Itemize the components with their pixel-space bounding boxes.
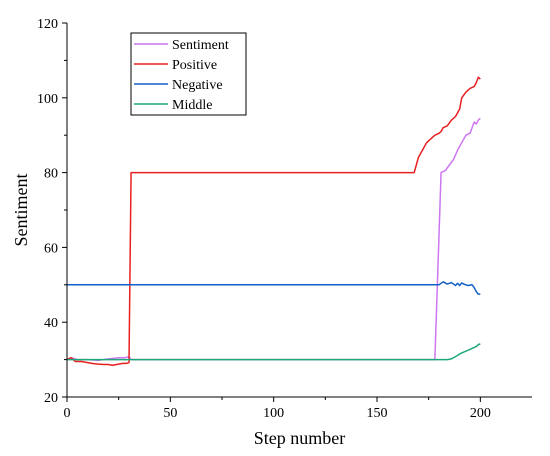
x-tick-label: 0 bbox=[64, 406, 71, 421]
plot-lines bbox=[66, 76, 481, 366]
y-tick-label: 100 bbox=[37, 92, 58, 107]
y-tick-label: 80 bbox=[44, 167, 58, 182]
x-tick-label: 150 bbox=[367, 406, 388, 421]
legend-label-negative: Negative bbox=[172, 78, 223, 93]
ticks: 0 50 100 150 200 20 40 60 80 100 120 bbox=[37, 17, 491, 421]
y-tick-label: 120 bbox=[37, 17, 58, 32]
legend-label-positive: Positive bbox=[172, 58, 217, 73]
x-tick-label: 100 bbox=[263, 406, 284, 421]
series-line-negative bbox=[67, 281, 481, 295]
y-tick-label: 40 bbox=[44, 316, 58, 331]
series-line-middle bbox=[67, 343, 481, 361]
x-axis-label: Step number bbox=[254, 428, 346, 448]
legend: Sentiment Positive Negative Middle bbox=[130, 32, 247, 116]
x-tick-label: 200 bbox=[470, 406, 491, 421]
y-axis-label: Sentiment bbox=[11, 174, 31, 247]
y-tick-label: 20 bbox=[44, 391, 58, 406]
legend-label-middle: Middle bbox=[172, 98, 212, 113]
series-line-positive bbox=[66, 76, 481, 366]
x-tick-label: 50 bbox=[163, 406, 177, 421]
y-tick-label: 60 bbox=[44, 241, 58, 256]
legend-box bbox=[130, 32, 247, 116]
legend-label-sentiment: Sentiment bbox=[172, 38, 229, 53]
